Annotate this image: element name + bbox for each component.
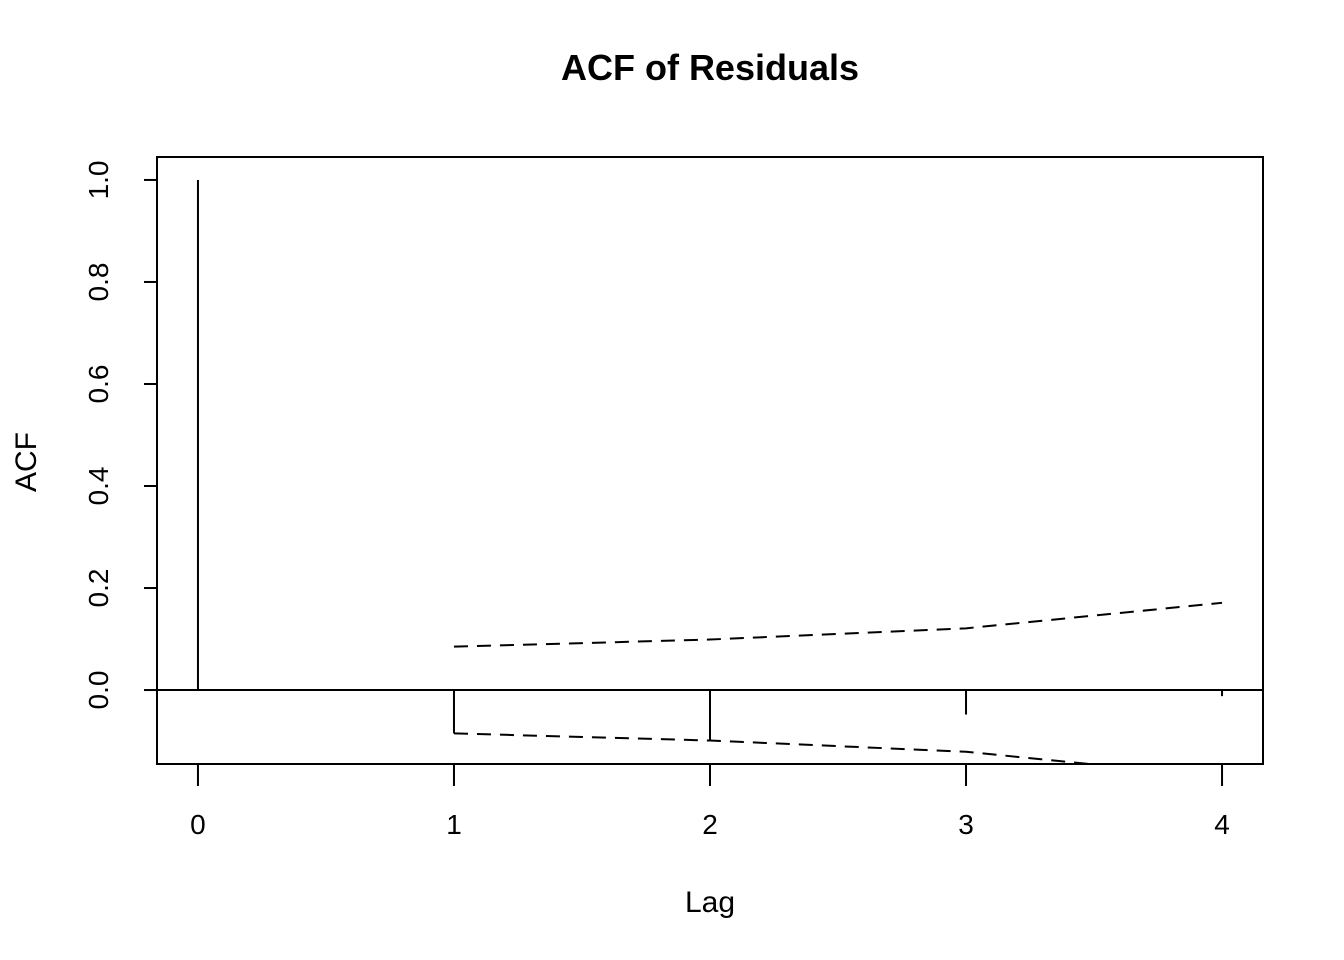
y-tick-label: 0.2 <box>83 569 114 608</box>
plot-frame <box>156 156 1264 765</box>
y-axis-label: ACF <box>10 432 43 492</box>
chart-title: ACF of Residuals <box>561 47 859 88</box>
acf-bars <box>157 179 1263 742</box>
y-tick-label: 0.4 <box>83 467 114 506</box>
x-tick-label: 3 <box>958 809 974 840</box>
x-tick-label: 4 <box>1214 809 1230 840</box>
y-tick-label: 0.0 <box>83 671 114 710</box>
y-axis: 0.0 0.2 0.4 0.6 0.8 1.0 <box>83 160 158 710</box>
x-tick-label: 2 <box>702 809 718 840</box>
x-axis-label: Lag <box>685 886 735 919</box>
plot-area <box>157 179 1263 764</box>
x-axis: 0 1 2 3 4 <box>190 763 1230 840</box>
y-tick-label: 0.6 <box>83 365 114 404</box>
y-tick-label: 0.8 <box>83 263 114 302</box>
x-tick-label: 1 <box>446 809 462 840</box>
y-tick-label: 1.0 <box>83 160 114 199</box>
confidence-band <box>453 601 1223 764</box>
confidence-upper-line <box>453 601 1223 648</box>
confidence-lower-line <box>453 732 1099 764</box>
x-tick-label: 0 <box>190 809 206 840</box>
